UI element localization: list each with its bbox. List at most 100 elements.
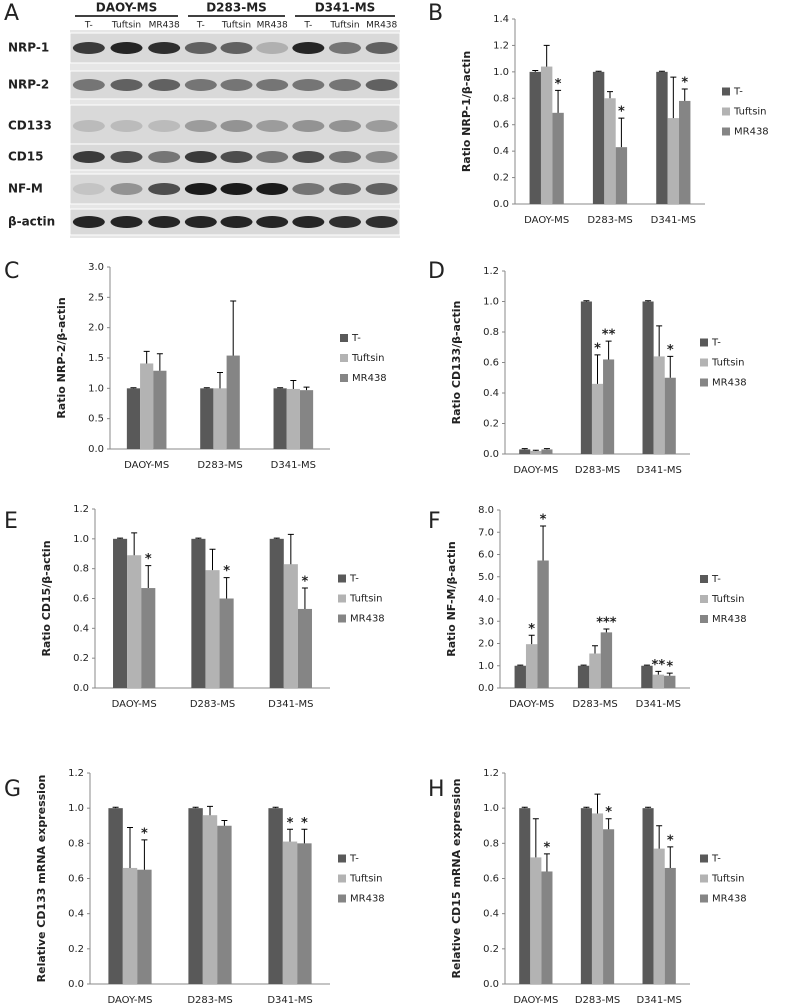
error-bar (681, 88, 688, 101)
bar (642, 808, 654, 984)
error-bar (656, 325, 663, 357)
lane-label: T- (196, 21, 205, 31)
error-bar (655, 670, 662, 675)
blot-band (220, 183, 253, 195)
bar (273, 388, 287, 449)
error-bar (592, 645, 598, 654)
lane-label: MR438 (257, 21, 288, 31)
y-axis-label: Ratio NRP-1/β-actin (460, 51, 473, 172)
y-tick-label: 0.6 (483, 358, 499, 369)
blot-band (184, 183, 217, 195)
protein-label: CD133 (8, 119, 52, 133)
error-bar (517, 664, 524, 666)
blot-band (72, 151, 105, 163)
significance-label: * (141, 826, 148, 841)
lane-label: Tuftsin (221, 21, 251, 31)
y-tick-label: 0.6 (68, 874, 84, 885)
y-tick-label: 2.0 (478, 639, 494, 650)
y-tick-label: 2.5 (88, 292, 104, 303)
x-tick-label: D341-MS (267, 995, 312, 1003)
blot-band (72, 120, 105, 132)
error-bar (192, 806, 199, 809)
bar (580, 808, 592, 984)
bar (519, 808, 531, 984)
y-tick-label: 0.2 (483, 944, 499, 955)
x-tick-label: D283-MS (575, 465, 620, 476)
bar (530, 450, 542, 454)
error-bar (603, 628, 610, 633)
bar (122, 867, 138, 984)
y-tick-label: 0.6 (483, 874, 499, 885)
blot-band (329, 42, 361, 54)
significance-label: * (555, 77, 562, 92)
legend-label: MR438 (352, 373, 387, 384)
blot-band (292, 42, 325, 54)
error-bar (605, 818, 612, 830)
y-tick-label: 0.2 (73, 653, 89, 664)
error-bar (532, 818, 539, 858)
legend-label: Tuftsin (733, 107, 767, 118)
legend-label: T- (711, 854, 721, 865)
significance-label: * (605, 805, 612, 820)
x-tick-label: D341-MS (271, 460, 316, 471)
bar (519, 449, 531, 454)
y-axis-label: Ratio CD133/β-actin (450, 301, 463, 425)
bar (268, 808, 283, 984)
bar (552, 112, 564, 204)
x-tick-label: D283-MS (190, 699, 235, 710)
x-tick-label: D341-MS (651, 215, 696, 226)
lane-label: MR438 (149, 21, 180, 31)
legend-label: Tuftsin (349, 594, 383, 605)
y-tick-label: 0.0 (483, 449, 499, 460)
panel-label: A (4, 1, 19, 26)
legend-swatch (338, 874, 346, 883)
bar (126, 388, 141, 449)
legend-label: Tuftsin (711, 594, 745, 605)
bar (137, 869, 152, 984)
legend-swatch (340, 374, 348, 382)
panel-label: B (428, 1, 443, 26)
legend-label: T- (351, 333, 361, 344)
y-tick-label: 1.0 (493, 67, 509, 78)
lane-label: T- (84, 21, 93, 31)
legend-label: Tuftsin (711, 358, 745, 369)
panel-label: E (4, 509, 18, 534)
blot-band (329, 120, 361, 132)
bar (652, 674, 665, 688)
bar (297, 843, 312, 984)
legend-label: MR438 (734, 127, 769, 138)
error-bar (277, 387, 284, 389)
bar (153, 370, 167, 449)
bar (541, 871, 553, 984)
bar (664, 675, 676, 688)
blot-band (329, 183, 361, 195)
y-tick-label: 0.0 (478, 683, 494, 694)
blot-band (365, 42, 398, 54)
bar (603, 829, 615, 984)
y-tick-label: 0.8 (68, 838, 84, 849)
bar (541, 449, 553, 454)
blot-band (329, 79, 361, 91)
blot-band (110, 183, 143, 195)
error-bar (141, 839, 148, 870)
bar (217, 825, 232, 984)
blot-band (329, 151, 361, 163)
x-tick-label: DAOY-MS (509, 699, 554, 710)
error-bar (540, 525, 547, 561)
protein-label: NF-M (8, 182, 43, 196)
y-tick-label: 1.2 (483, 266, 499, 277)
legend-swatch (338, 894, 346, 903)
blot-band (220, 151, 253, 163)
significance-label: * (223, 564, 230, 579)
y-axis-label: Ratio CD15/β-actin (40, 540, 53, 656)
y-tick-label: 1.0 (68, 803, 84, 814)
legend-swatch (700, 894, 708, 903)
error-bar (618, 117, 625, 148)
blot-band (72, 216, 105, 228)
blot-band (329, 216, 361, 228)
blot-band (256, 42, 289, 54)
blot-band (72, 79, 105, 91)
error-bar (543, 448, 550, 450)
significance-label: * (667, 833, 674, 848)
